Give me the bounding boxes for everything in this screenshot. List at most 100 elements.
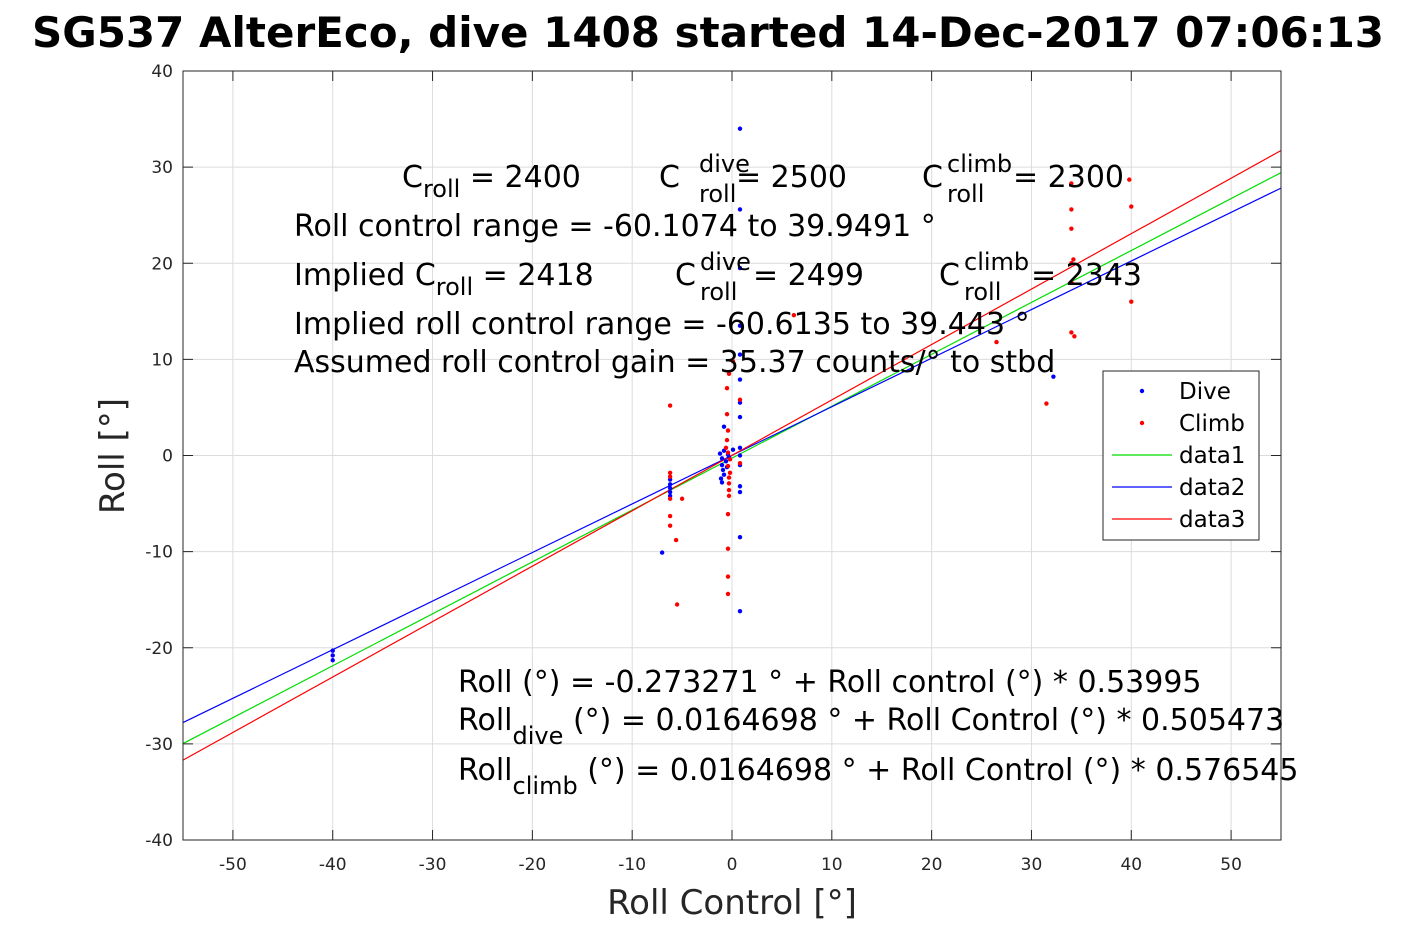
point-climb [667,474,673,479]
x-tick-label: 40 [1120,855,1142,875]
point-dive [330,653,335,658]
point-climb [791,312,797,318]
point-climb [1071,257,1076,262]
point-dive [730,447,736,452]
x-tick-label: 0 [727,855,738,875]
point-dive [720,467,726,473]
point-dive [737,535,743,540]
y-tick-label: -30 [145,735,173,755]
point-dive [723,459,729,464]
y-axis-label: Roll [°] [93,398,133,514]
x-tick-label: -10 [618,855,646,875]
annotation-c-climb: C [922,160,943,195]
scatter-points [330,126,1134,663]
y-tick-label: 40 [151,62,173,82]
point-dive [737,484,743,489]
point-climb [667,403,673,408]
annotations: Croll = 2400 C dive roll = 2500 C climb … [294,150,1298,800]
x-tick-label: -50 [219,855,247,875]
point-climb [667,513,673,519]
annotation-implied-range: Implied roll control range = -60.6135 to… [294,307,1030,342]
legend-marker-climb [1139,420,1145,426]
x-tick-label: -40 [319,855,347,875]
point-dive [330,648,335,653]
point-climb [725,450,731,455]
annotation-roll-control-range: Roll control range = -60.1074 to 39.9491… [294,209,936,244]
point-climb [994,339,999,345]
point-climb [1072,334,1077,339]
point-climb [673,537,679,543]
point-climb [724,386,730,391]
x-tick-label: 10 [821,855,843,875]
x-tick-label: -30 [419,855,447,875]
point-climb [725,574,731,579]
annotation-implied-c-climb-sup: climb [964,248,1029,276]
point-climb [725,591,731,597]
point-climb [727,457,733,462]
point-climb [1069,207,1074,212]
annotation-implied-c-dive-sup: dive [700,248,751,276]
point-dive [721,424,727,429]
legend-label-data2: data2 [1179,475,1245,501]
point-climb [723,445,729,451]
annotation-c-dive: C [659,160,680,195]
point-climb [1069,280,1074,285]
point-climb [726,493,732,499]
point-dive [717,451,723,456]
point-dive [330,658,335,663]
y-tick-label: 10 [151,350,173,370]
point-dive [737,265,743,271]
annotation-c-climb-val: = 2300 [1013,160,1124,195]
point-dive [721,472,727,477]
point-climb [667,470,673,476]
point-dive [719,480,725,485]
y-tick-label: 20 [151,254,173,274]
annotation-implied-c-dive-val: = 2499 [753,258,864,293]
point-dive [737,323,743,328]
point-climb [724,437,730,443]
point-dive [737,414,743,420]
annotation-implied-c-climb-val: = 2343 [1031,258,1142,293]
annotation-c-climb-sup: climb [947,150,1012,178]
point-climb [725,546,731,551]
point-dive [667,485,673,491]
annotation-implied-c-climb-sub: roll [964,278,1001,306]
point-climb [1129,299,1134,304]
annotation-fit-dive: Rolldive (°) = 0.0164698 ° + Roll Contro… [458,703,1284,750]
point-dive [737,453,743,458]
annotation-implied-c-dive-sub: roll [700,278,737,306]
axis-ticks: -50 -40 -30 -20 -10 0 10 20 30 40 50 -40 -30 -20 -10 0 1… [145,62,1281,875]
point-climb [1129,204,1134,209]
annotation-c-dive-sup: dive [699,150,750,178]
point-climb [726,371,732,376]
point-dive [737,489,743,495]
legend-label-dive: Dive [1179,379,1231,405]
y-tick-label: -10 [145,543,173,563]
point-climb [737,460,743,466]
point-climb [727,470,733,476]
x-tick-label: 50 [1220,855,1242,875]
point-dive [737,445,743,451]
point-climb [725,511,731,517]
annotation-c-dive-val: = 2500 [736,160,847,195]
point-dive [667,489,673,495]
point-climb [1044,401,1049,406]
chart-title: SG537 AlterEco, dive 1408 started 14-Dec… [32,8,1384,57]
point-climb [674,602,680,607]
legend: Dive Climb data1 data2 data3 [1102,370,1260,541]
y-tick-label: 30 [151,158,173,178]
series-line-data3 [182,150,1282,761]
point-dive [718,476,724,481]
point-dive [1051,374,1056,379]
point-dive [737,126,743,131]
point-dive [737,377,743,382]
legend-marker-dive [1139,388,1145,394]
point-dive [719,462,725,468]
y-tick-label: -20 [145,639,173,659]
x-tick-label: 30 [1021,855,1043,875]
y-tick-label: 0 [162,447,173,467]
y-tick-label: -40 [145,831,173,851]
fit-lines [182,150,1282,761]
legend-items: Dive Climb data1 data2 data3 [1112,379,1245,533]
